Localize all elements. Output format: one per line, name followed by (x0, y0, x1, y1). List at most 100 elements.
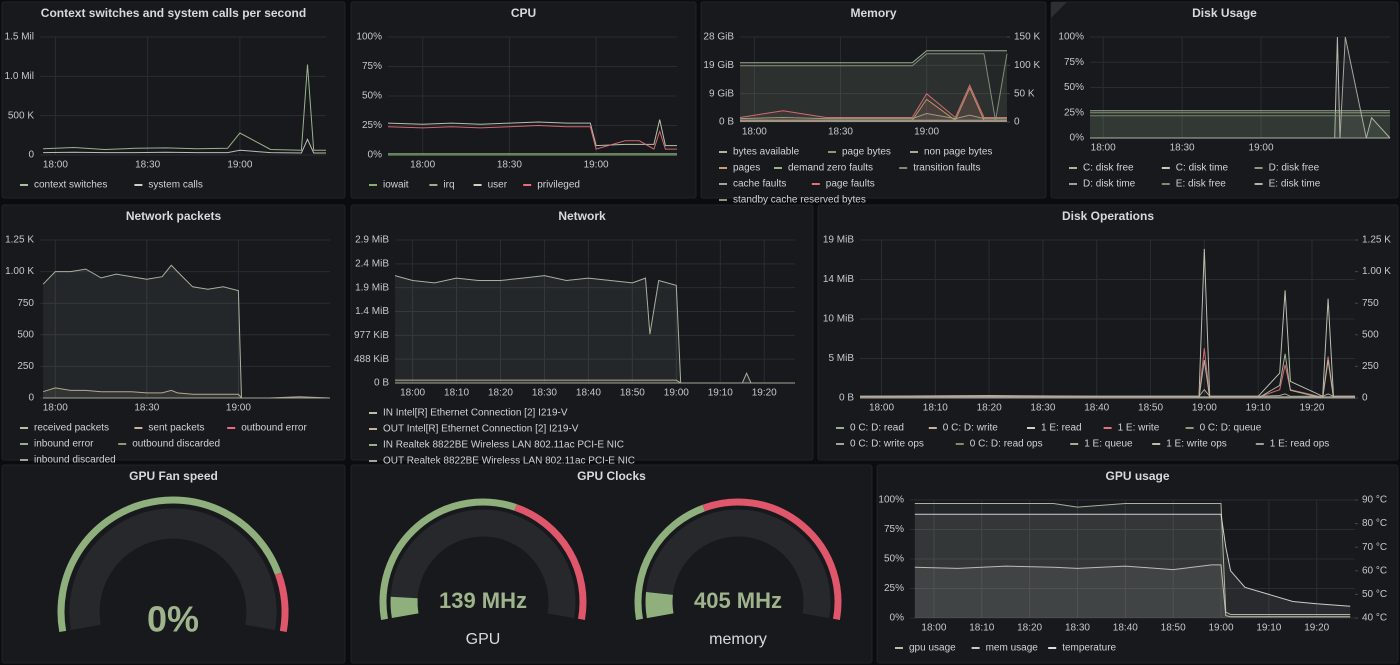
y-tick-label: 9 GiB (709, 88, 734, 99)
legend-label: OUT Intel[R] Ethernet Connection [2] I21… (383, 424, 579, 435)
x-tick-label: 18:00 (410, 160, 435, 171)
x-tick-label: 18:00 (742, 127, 767, 138)
legend-label: outbound error (241, 423, 307, 434)
y2-tick-label: 500 (1362, 329, 1379, 340)
x-tick-label: 18:50 (1161, 623, 1186, 634)
legend-label: outbound discarded (132, 439, 220, 450)
threshold-arc-critical (274, 572, 289, 633)
y-tick-label: 1.9 MiB (355, 282, 389, 293)
x-tick-label: 19:10 (708, 388, 733, 399)
y-tick-label: 50% (362, 91, 382, 102)
gauge-value-arc (645, 592, 674, 619)
y-tick-label: 19 GiB (703, 60, 734, 71)
x-tick-label: 18:20 (977, 403, 1002, 414)
x-tick-label: 18:00 (400, 388, 425, 399)
y2-tick-label: 0 (1362, 393, 1368, 404)
series-area (395, 275, 795, 383)
series-area (43, 265, 330, 398)
x-tick-label: 18:00 (921, 623, 946, 634)
x-tick-label: 18:10 (444, 388, 469, 399)
legend-label: received packets (34, 423, 109, 434)
y-tick-label: 488 KiB (354, 354, 389, 365)
gauge-name: memory (709, 631, 767, 648)
series-line (1090, 36, 1390, 139)
series-area (43, 387, 330, 398)
y-tick-label: 2.4 MiB (355, 259, 389, 270)
y-tick-label: 25% (362, 120, 382, 131)
legend-label: 0 C: D: write (943, 423, 998, 434)
x-tick-label: 18:30 (1170, 143, 1195, 154)
panel-title: Disk Operations (1062, 209, 1154, 223)
x-tick-label: 18:20 (1017, 623, 1042, 634)
x-tick-label: 18:30 (532, 388, 557, 399)
y2-tick-label: 50 °C (1362, 589, 1387, 600)
y-tick-label: 750 (17, 298, 34, 309)
x-tick-label: 18:30 (828, 127, 853, 138)
threshold-arc-critical (514, 504, 587, 620)
legend-label: E: disk time (1269, 179, 1321, 190)
legend-label: standby cache reserved bytes (733, 195, 866, 206)
info-corner (1051, 2, 1067, 18)
y-tick-label: 500 (17, 329, 34, 340)
panel-title: CPU (511, 6, 536, 20)
legend-label: demand zero faults (788, 163, 873, 174)
gauge-value: 405 MHz (694, 588, 782, 613)
y-tick-label: 100% (878, 495, 904, 506)
y-tick-label: 1.25 K (5, 235, 34, 246)
legend-label: cache faults (733, 179, 786, 190)
series-area (1090, 115, 1390, 138)
series-line (739, 112, 1007, 120)
y-tick-label: 50% (884, 554, 904, 565)
y-tick-label: 0 (28, 150, 34, 161)
gauge-track (69, 508, 277, 630)
x-tick-label: 18:10 (969, 623, 994, 634)
x-tick-label: 18:30 (1065, 623, 1090, 634)
series-area (1090, 110, 1390, 138)
threshold-arc-ok (379, 498, 517, 620)
legend-label: privileged (537, 180, 580, 191)
y2-tick-label: 60 °C (1362, 565, 1387, 576)
y-tick-label: 1.4 MiB (355, 306, 389, 317)
legend-label: inbound discarded (34, 455, 116, 466)
legend-label: system calls (148, 180, 202, 191)
legend-label: transition faults (913, 163, 980, 174)
series-line (387, 119, 677, 147)
legend-label: D: disk time (1083, 179, 1136, 190)
legend-label: IN Intel[R] Ethernet Connection [2] I219… (383, 408, 568, 419)
threshold-arc-ok (57, 496, 282, 633)
legend-label: 1 E: read ops (1270, 439, 1329, 450)
gauge-value: 0% (147, 599, 199, 640)
legend-label: temperature (1062, 643, 1116, 654)
legend-label: 0 C: D: read ops (970, 439, 1043, 450)
series-area (395, 380, 795, 383)
x-tick-label: 19:20 (1299, 403, 1324, 414)
y2-tick-label: 80 °C (1362, 518, 1387, 529)
y-tick-label: 500 K (8, 110, 34, 121)
panel (817, 204, 1399, 461)
y2-tick-label: 250 (1362, 361, 1379, 372)
y2-tick-label: 40 °C (1362, 613, 1387, 624)
y2-tick-label: 50 K (1014, 88, 1035, 99)
legend-label: page faults (826, 179, 875, 190)
x-tick-label: 19:20 (1304, 623, 1329, 634)
series-area (914, 564, 1351, 618)
y-tick-label: 28 GiB (703, 32, 734, 43)
y-tick-label: 0 (28, 393, 34, 404)
y-tick-label: 100% (1058, 32, 1084, 43)
series-area (740, 85, 1007, 122)
y-tick-label: 0% (890, 613, 905, 624)
panel (1, 204, 346, 461)
y-tick-label: 14 MiB (823, 274, 854, 285)
gauge-name: GPU (466, 631, 501, 648)
legend-label: inbound error (34, 439, 94, 450)
series-line (914, 503, 1351, 615)
panel (1050, 1, 1399, 199)
x-tick-label: 18:30 (1030, 403, 1055, 414)
x-tick-label: 18:10 (923, 403, 948, 414)
gauge-track (390, 509, 576, 619)
panel (1, 1, 346, 199)
y-tick-label: 250 (17, 361, 34, 372)
y-tick-label: 75% (884, 524, 904, 535)
x-tick-label: 18:40 (1113, 623, 1138, 634)
x-tick-label: 19:20 (752, 388, 777, 399)
